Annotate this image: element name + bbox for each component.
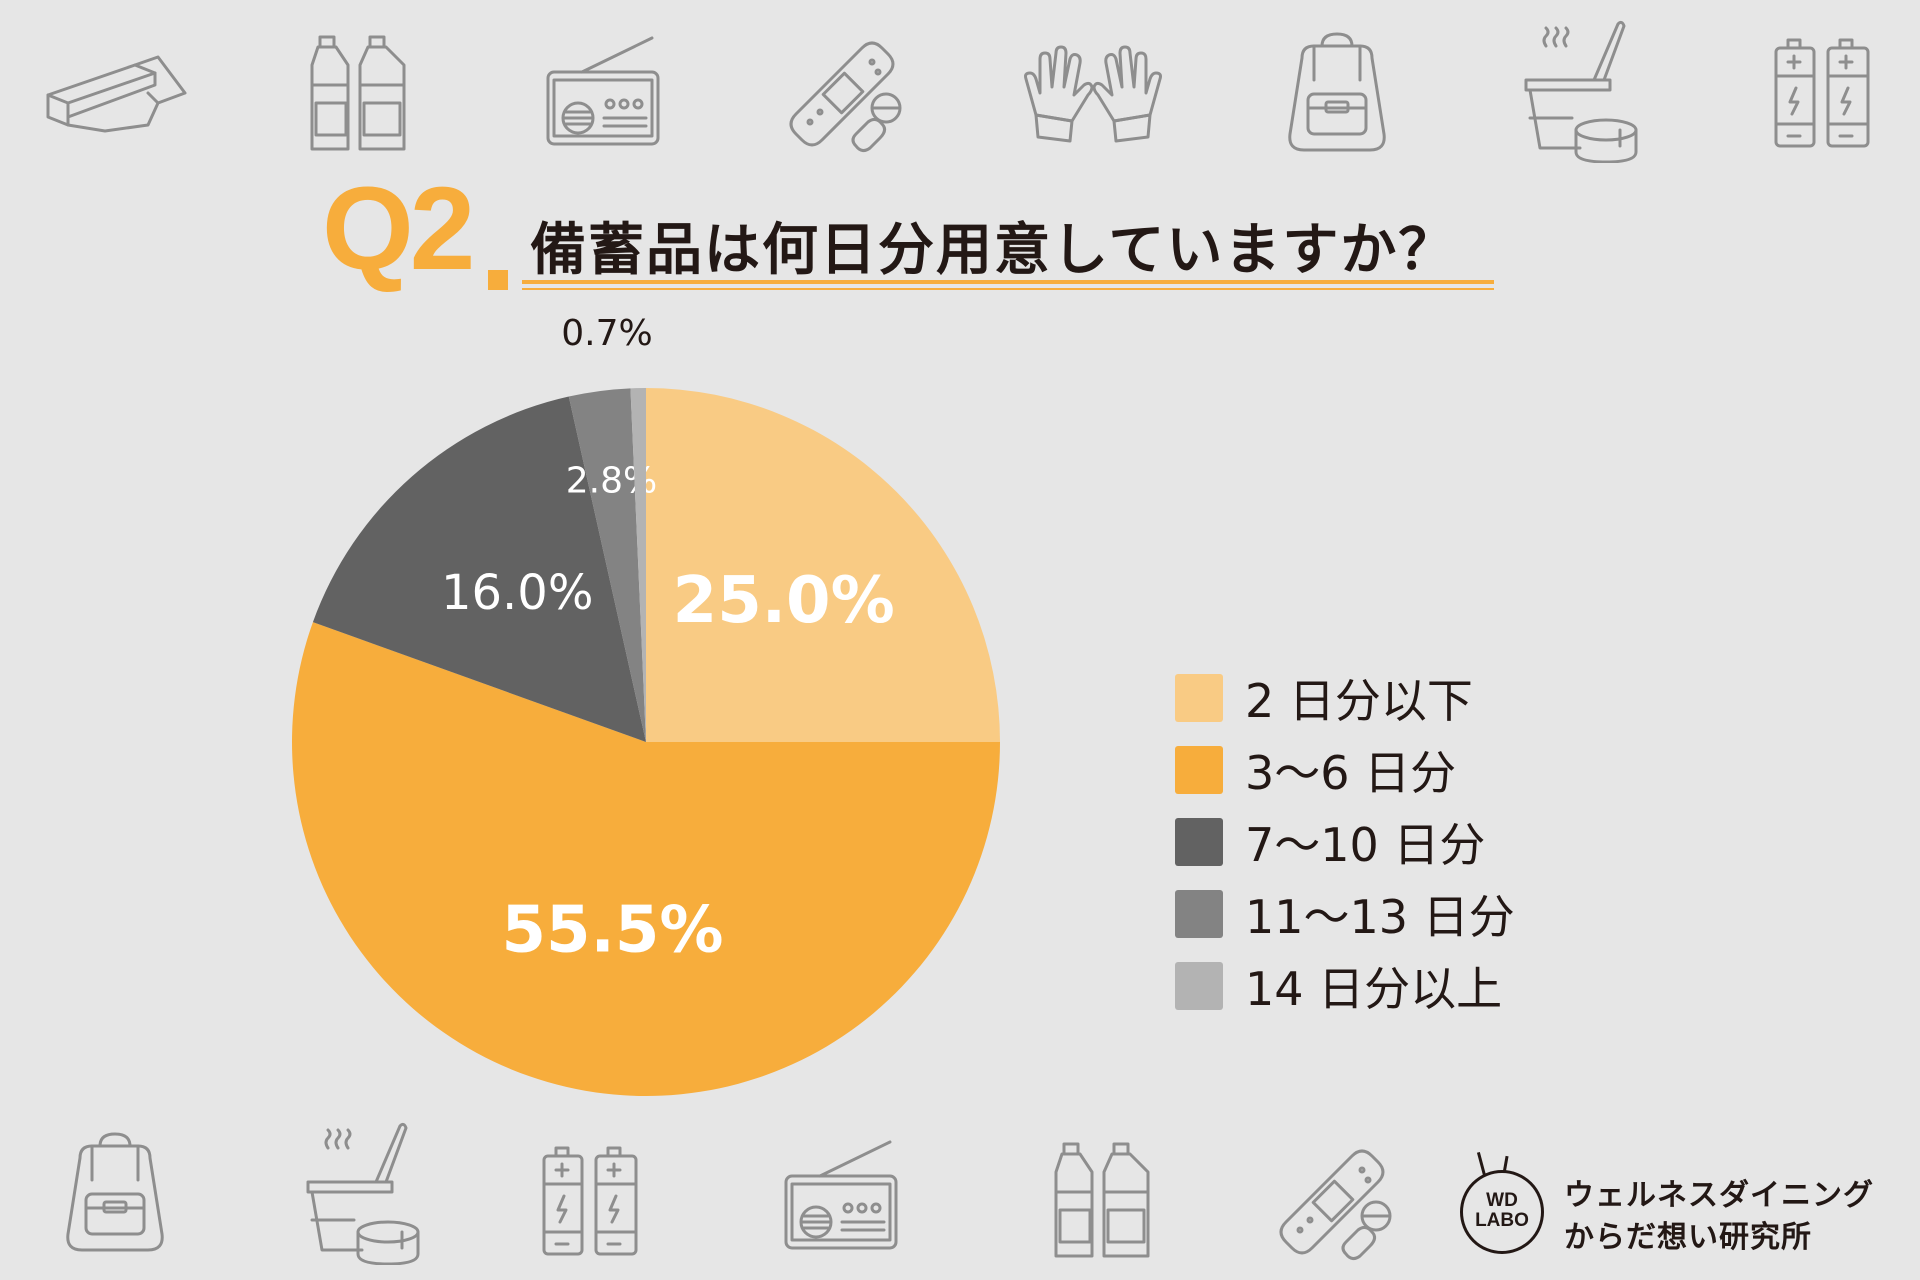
backpack-icon: [66, 1132, 164, 1252]
title-underline-thin: [522, 288, 1494, 290]
radio-icon: [784, 1140, 898, 1250]
legend-item-4: 11〜13 日分: [1175, 878, 1515, 950]
pie-data-label-2: 55.5%: [501, 893, 723, 967]
radio-icon: [546, 36, 660, 146]
legend-swatch: [1175, 746, 1223, 794]
pie-slice-2: [292, 622, 1000, 1097]
legend-swatch: [1175, 818, 1223, 866]
logo-line1: WD: [1486, 1190, 1518, 1211]
pie-data-label-5: 0.7%: [561, 313, 652, 354]
pie-data-label-3: 16.0%: [441, 565, 593, 621]
legend-item-1: 2 日分以下: [1175, 662, 1515, 734]
legend-label: 14 日分以上: [1245, 962, 1503, 1016]
legend-item-2: 3〜6 日分: [1175, 734, 1515, 806]
legend-label: 7〜10 日分: [1245, 818, 1486, 872]
pie-slice-1: [646, 388, 1000, 742]
pie-data-label-1: 25.0%: [673, 564, 895, 638]
pie-slice-5: [630, 388, 646, 742]
bandage-pills-icon: [1279, 1149, 1392, 1261]
brand-name-line2: からだ想い研究所: [1564, 1220, 1812, 1255]
water-bottles-icon: [310, 35, 406, 151]
question-title: 備蓄品は何日分用意していますか？: [530, 218, 1457, 283]
pie-slice-4: [568, 388, 646, 742]
legend-label: 11〜13 日分: [1245, 890, 1515, 944]
legend-item-3: 7〜10 日分: [1175, 806, 1515, 878]
legend-label: 2 日分以下: [1245, 674, 1473, 728]
title-underline: [522, 280, 1494, 284]
cup-food-can-icon: [306, 1122, 420, 1265]
wd-labo-badge: WD LABO: [1460, 1170, 1544, 1254]
legend-swatch: [1175, 674, 1223, 722]
batteries-icon: [542, 1146, 638, 1256]
bottom-icon-row: [0, 1118, 1920, 1268]
backpack-icon: [1288, 32, 1386, 152]
brand-name-line1: ウェルネスダイニング: [1564, 1178, 1874, 1213]
question-number-dot: [488, 270, 508, 290]
legend-swatch: [1175, 962, 1223, 1010]
top-icon-row: [0, 10, 1920, 163]
question-number: Q2: [322, 163, 475, 295]
cup-food-can-icon: [1524, 20, 1638, 163]
gloves-icon: [1024, 45, 1162, 143]
legend-label: 3〜6 日分: [1245, 746, 1457, 800]
legend-swatch: [1175, 890, 1223, 938]
pie-slice-3: [312, 396, 646, 742]
water-bottles-icon: [1054, 1142, 1150, 1258]
brand-logo: WD LABO ウェルネスダイニング からだ想い研究所: [1460, 1152, 1900, 1262]
logo-line2: LABO: [1475, 1210, 1529, 1231]
chart-legend: 2 日分以下 3〜6 日分 7〜10 日分 11〜13 日分 14 日分以上: [1175, 662, 1515, 1022]
legend-item-5: 14 日分以上: [1175, 950, 1515, 1022]
plastic-wrap-icon: [46, 55, 187, 133]
bandage-pills-icon: [789, 41, 902, 153]
batteries-icon: [1774, 38, 1870, 148]
